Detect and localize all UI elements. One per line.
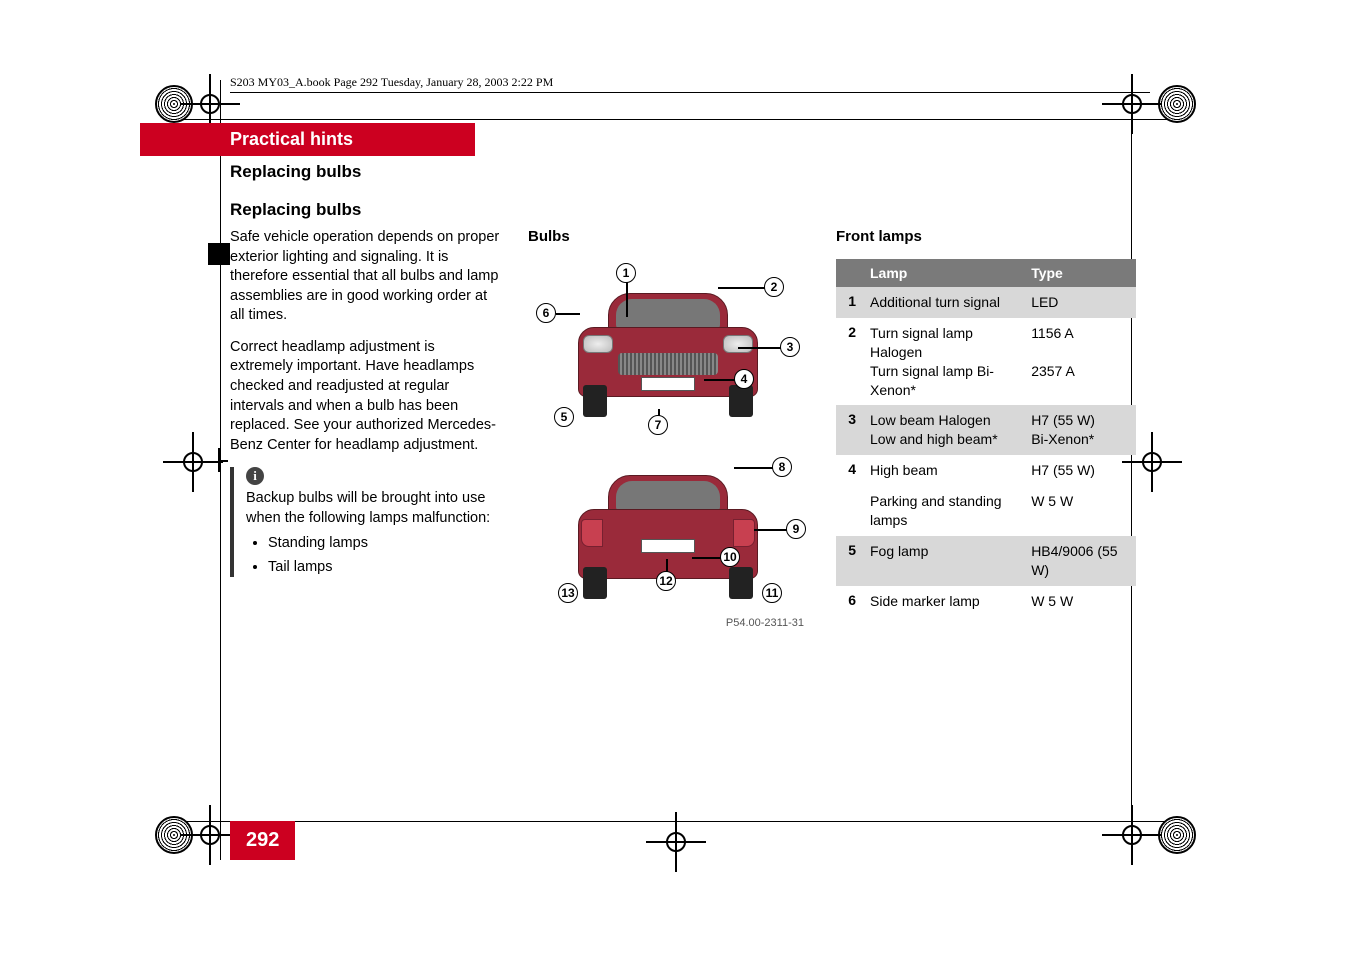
row-number: 6 [836, 586, 862, 617]
table-header-row: Lamp Type [836, 259, 1136, 287]
table-row: 3Low beam Halogen Low and high beam*H7 (… [836, 405, 1136, 455]
col-mid: Bulbs [528, 228, 808, 627]
row-number: 5 [836, 536, 862, 586]
table-row: 4High beamH7 (55 W) [836, 455, 1136, 486]
cell-lamp: Parking and standing lamps [862, 486, 1023, 536]
banner-tab [208, 243, 230, 265]
chapter-banner: Practical hints [140, 123, 475, 156]
diagram-title: Bulbs [528, 228, 808, 245]
callout-3: 3 [780, 337, 800, 357]
info-icon: i [246, 467, 264, 485]
page-number: 292 [230, 821, 295, 860]
running-header: S203 MY03_A.book Page 292 Tuesday, Janua… [230, 75, 1150, 93]
row-number [836, 486, 862, 536]
cell-type: LED [1023, 287, 1136, 318]
cell-lamp: Side marker lamp [862, 586, 1023, 617]
row-number: 3 [836, 405, 862, 455]
table-row: 6Side marker lampW 5 W [836, 586, 1136, 617]
info-block: i Backup bulbs will be brought into use … [230, 467, 500, 577]
cell-type: H7 (55 W) [1023, 455, 1136, 486]
body-paragraph: Safe vehicle operation depends on proper… [230, 228, 500, 326]
callout-12: 12 [656, 571, 676, 591]
callout-9: 9 [786, 519, 806, 539]
body-paragraph: Correct headlamp adjustment is extremely… [230, 338, 500, 455]
info-list: Standing lamps Tail lamps [268, 534, 500, 577]
cell-lamp: Additional turn signal [862, 287, 1023, 318]
callout-13: 13 [558, 583, 578, 603]
callout-10: 10 [720, 547, 740, 567]
car-diagram: P54.00-2311-31 12345678910111213 [528, 257, 808, 627]
table-row: 2Turn signal lamp Halogen Turn signal la… [836, 318, 1136, 406]
columns: Safe vehicle operation depends on proper… [230, 228, 1195, 627]
row-number: 4 [836, 455, 862, 486]
callout-8: 8 [772, 457, 792, 477]
cell-type: 1156 A 2357 A [1023, 318, 1136, 406]
table-header-num [836, 259, 862, 287]
cell-lamp: High beam [862, 455, 1023, 486]
banner-wrap: Practical hints [160, 123, 1195, 156]
cell-type: HB4/9006 (55 W) [1023, 536, 1136, 586]
cell-lamp: Fog lamp [862, 536, 1023, 586]
callout-6: 6 [536, 303, 556, 323]
table-row: 1Additional turn signalLED [836, 287, 1136, 318]
callout-11: 11 [762, 583, 782, 603]
lamps-table: Lamp Type 1Additional turn signalLED2Tur… [836, 259, 1136, 617]
table-row: Parking and standing lampsW 5 W [836, 486, 1136, 536]
table-header-lamp: Lamp [862, 259, 1023, 287]
page: S203 MY03_A.book Page 292 Tuesday, Janua… [160, 75, 1195, 860]
table-header-type: Type [1023, 259, 1136, 287]
callout-5: 5 [554, 407, 574, 427]
row-number: 1 [836, 287, 862, 318]
callout-4: 4 [734, 369, 754, 389]
callout-7: 7 [648, 415, 668, 435]
cell-lamp: Low beam Halogen Low and high beam* [862, 405, 1023, 455]
cell-type: W 5 W [1023, 486, 1136, 536]
info-text: Backup bulbs will be brought into use wh… [246, 489, 500, 528]
cell-type: W 5 W [1023, 586, 1136, 617]
section-title: Replacing bulbs [230, 200, 1195, 220]
callout-1: 1 [616, 263, 636, 283]
table-title: Front lamps [836, 228, 1136, 245]
table-row: 5Fog lampHB4/9006 (55 W) [836, 536, 1136, 586]
cell-lamp: Turn signal lamp Halogen Turn signal lam… [862, 318, 1023, 406]
list-item: Tail lamps [268, 558, 500, 578]
cell-type: H7 (55 W) Bi-Xenon* [1023, 405, 1136, 455]
list-item: Standing lamps [268, 534, 500, 554]
diagram-caption: P54.00-2311-31 [726, 617, 804, 629]
row-number: 2 [836, 318, 862, 406]
col-left: Safe vehicle operation depends on proper… [230, 228, 500, 627]
col-right: Front lamps Lamp Type 1Additional turn s… [836, 228, 1136, 627]
subhead: Replacing bulbs [230, 162, 1195, 182]
callout-2: 2 [764, 277, 784, 297]
